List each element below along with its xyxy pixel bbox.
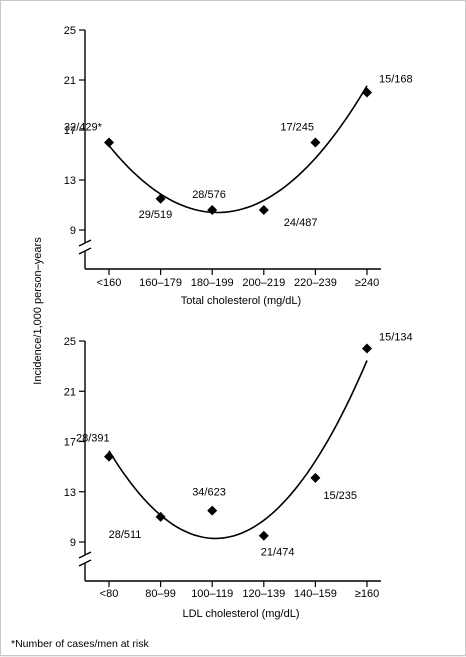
fit-curve [108, 85, 368, 214]
chart-panel-ldl-cholesterol: 25 21 17 13 9 <80 80–99 100–119 120–139 140–159 ≥1… [64, 332, 413, 620]
fit-curve [108, 360, 368, 540]
data-label: 17/245 [280, 122, 314, 134]
x-tick-label: 120–139 [242, 588, 285, 600]
y-tick-label: 21 [64, 75, 76, 87]
data-point-marker [104, 137, 114, 148]
data-label: 15/134 [379, 332, 413, 344]
x-tick-label: 200–219 [242, 277, 285, 289]
x-tick-label: 80–99 [145, 588, 176, 600]
data-point-marker [362, 87, 372, 98]
data-label: 24/487 [284, 217, 318, 229]
x-axis-title: Total cholesterol (mg/dL) [181, 295, 301, 307]
x-tick-label: <80 [100, 588, 119, 600]
data-point-marker [258, 530, 269, 541]
y-tick-label: 13 [64, 175, 76, 187]
x-axis-title: LDL cholesterol (mg/dL) [183, 608, 300, 620]
data-label: 28/391 [76, 433, 110, 445]
x-tick-label: 100–119 [191, 588, 233, 600]
x-tick-label: 220–239 [294, 277, 337, 289]
chart-panel-total-cholesterol: 25 21 17 13 9 <160 160–179 180–199 200–219 220–23… [64, 25, 413, 307]
data-label: 29/519 [139, 209, 173, 221]
data-point-marker [207, 205, 218, 215]
y-tick-label: 25 [64, 336, 76, 348]
data-point-marker [104, 451, 114, 462]
data-label: 28/511 [109, 529, 142, 541]
data-label: 15/235 [323, 490, 357, 502]
x-tick-label: 140–159 [294, 588, 337, 600]
data-label: 21/474 [261, 547, 295, 559]
data-point-marker [362, 343, 372, 354]
data-label: 15/168 [379, 74, 413, 86]
x-tick-label: 180–199 [191, 277, 234, 289]
data-point-marker [258, 205, 269, 215]
x-tick-label: ≥240 [355, 277, 379, 289]
y-tick-label: 17 [64, 437, 76, 449]
y-tick-label: 9 [70, 225, 76, 237]
data-label: 32/429* [64, 122, 103, 134]
data-point-marker [310, 137, 321, 148]
axis-break-mark [78, 551, 92, 559]
data-point-marker [207, 505, 218, 516]
y-tick-label: 9 [70, 537, 76, 549]
y-axis-title: Incidence/1,000 person–years [32, 237, 44, 385]
y-tick-label: 25 [64, 25, 76, 37]
data-label: 28/576 [192, 189, 226, 201]
x-tick-label: ≥160 [355, 588, 379, 600]
data-point-marker [155, 193, 166, 204]
x-tick-label: 160–179 [139, 277, 182, 289]
data-point-marker [155, 511, 166, 522]
x-tick-label: <160 [97, 277, 122, 289]
y-tick-label: 17 [64, 125, 76, 137]
data-label: 34/623 [192, 487, 226, 499]
data-point-marker [310, 472, 321, 483]
y-tick-label: 13 [64, 487, 76, 499]
y-tick-label: 21 [64, 386, 76, 398]
footnote: *Number of cases/men at risk [11, 638, 149, 650]
axis-break-mark [78, 239, 92, 247]
